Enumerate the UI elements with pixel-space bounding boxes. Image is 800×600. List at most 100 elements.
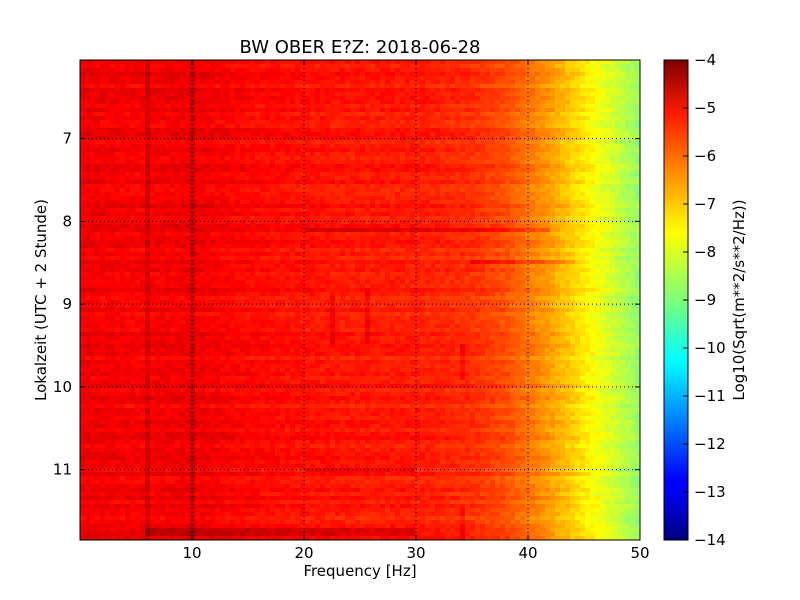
heatmap-cell — [115, 136, 121, 141]
heatmap-cell — [390, 92, 396, 97]
heatmap-cell — [535, 192, 541, 197]
heatmap-cell — [535, 80, 541, 85]
heatmap-cell — [95, 124, 101, 129]
heatmap-cell — [250, 228, 256, 233]
heatmap-cell — [420, 140, 426, 145]
heatmap-cell — [235, 236, 241, 241]
heatmap-cell — [470, 216, 476, 221]
heatmap-cell — [610, 212, 616, 217]
heatmap-cell — [540, 172, 546, 177]
heatmap-cell — [560, 220, 566, 225]
heatmap-cell — [470, 100, 476, 105]
heatmap-cell — [475, 88, 481, 93]
heatmap-cell — [240, 100, 246, 105]
heatmap-cell — [495, 144, 501, 149]
heatmap-cell — [200, 96, 206, 101]
heatmap-cell — [575, 84, 581, 89]
heatmap-cell — [155, 112, 161, 117]
heatmap-cell — [305, 152, 311, 157]
heatmap-cell — [505, 196, 511, 201]
heatmap-cell — [580, 208, 586, 213]
heatmap-cell — [475, 176, 481, 181]
heatmap-cell — [230, 236, 236, 241]
heatmap-cell — [520, 80, 526, 85]
heatmap-cell — [420, 84, 426, 89]
heatmap-cell — [515, 60, 521, 65]
heatmap-cell — [210, 220, 216, 225]
heatmap-cell — [390, 172, 396, 177]
heatmap-cell — [205, 164, 211, 169]
heatmap-cell — [330, 124, 336, 129]
heatmap-cell — [430, 156, 436, 161]
heatmap-cell — [125, 216, 131, 221]
heatmap-cell — [455, 208, 461, 213]
heatmap-cell — [265, 228, 271, 233]
heatmap-cell — [545, 60, 551, 65]
heatmap-cell — [220, 140, 226, 145]
heatmap-cell — [540, 184, 546, 189]
heatmap-cell — [380, 224, 386, 229]
heatmap-cell — [180, 128, 186, 133]
heatmap-cell — [265, 188, 271, 193]
heatmap-cell — [585, 60, 591, 65]
heatmap-cell — [175, 168, 181, 173]
heatmap-cell — [295, 128, 301, 133]
heatmap-cell — [250, 204, 256, 209]
heatmap-cell — [340, 148, 346, 153]
heatmap-cell — [455, 88, 461, 93]
heatmap-cell — [90, 152, 96, 157]
heatmap-cell — [335, 132, 341, 137]
heatmap-cell — [100, 60, 106, 65]
heatmap-cell — [625, 156, 631, 161]
heatmap-cell — [605, 92, 611, 97]
heatmap-cell — [635, 184, 640, 189]
heatmap-cell — [310, 152, 316, 157]
heatmap-cell — [315, 108, 321, 113]
heatmap-cell — [300, 92, 306, 97]
heatmap-cell — [115, 92, 121, 97]
heatmap-cell — [410, 188, 416, 193]
heatmap-cell — [510, 220, 516, 225]
heatmap-cell — [160, 148, 166, 153]
heatmap-cell — [320, 60, 326, 65]
heatmap-cell — [450, 76, 456, 81]
heatmap-cell — [205, 84, 211, 89]
heatmap-cell — [530, 200, 536, 205]
heatmap-cell — [375, 72, 381, 77]
heatmap-cell — [360, 100, 366, 105]
heatmap-cell — [615, 168, 621, 173]
heatmap-cell — [320, 112, 326, 117]
heatmap-cell — [400, 220, 406, 225]
heatmap-cell — [215, 72, 221, 77]
heatmap-cell — [595, 204, 601, 209]
heatmap-cell — [100, 64, 106, 69]
heatmap-cell — [625, 180, 631, 185]
heatmap-cell — [125, 80, 131, 85]
heatmap-cell — [500, 120, 506, 125]
heatmap-cell — [585, 212, 591, 217]
heatmap-cell — [280, 72, 286, 77]
heatmap-cell — [310, 104, 316, 109]
heatmap-cell — [370, 212, 376, 217]
heatmap-cell — [295, 168, 301, 173]
heatmap-cell — [275, 76, 281, 81]
heatmap-cell — [125, 112, 131, 117]
heatmap-cell — [230, 176, 236, 181]
heatmap-cell — [385, 208, 391, 213]
heatmap-cell — [280, 184, 286, 189]
heatmap-cell — [610, 172, 616, 177]
heatmap-cell — [605, 160, 611, 165]
heatmap-cell — [605, 200, 611, 205]
heatmap-cell — [540, 160, 546, 165]
heatmap-cell — [490, 216, 496, 221]
heatmap-cell — [595, 184, 601, 189]
heatmap-cell — [550, 112, 556, 117]
heatmap-cell — [210, 96, 216, 101]
heatmap-cell — [515, 116, 521, 121]
heatmap-cell — [425, 128, 431, 133]
heatmap-cell — [160, 88, 166, 93]
heatmap-cell — [195, 164, 201, 169]
heatmap-cell — [315, 136, 321, 141]
heatmap-cell — [205, 160, 211, 165]
heatmap-cell — [255, 120, 261, 125]
